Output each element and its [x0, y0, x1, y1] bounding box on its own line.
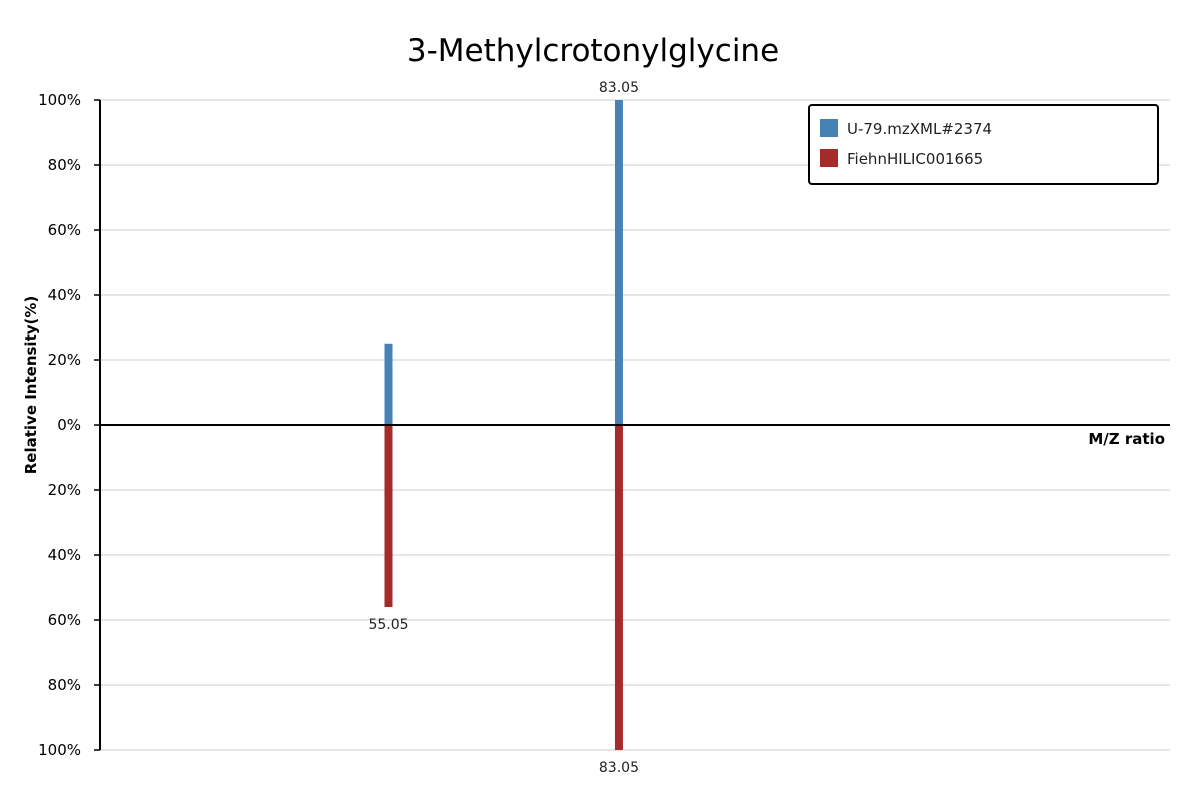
- y-tick-label: 100%: [38, 91, 81, 109]
- legend-swatch: [820, 119, 838, 137]
- peak-label: 83.05: [599, 760, 639, 776]
- peak-bar-lower: [384, 425, 393, 607]
- peak-labels: 83.05 55.05 83.05: [368, 80, 639, 776]
- peak-bar-lower: [614, 425, 623, 750]
- legend-box: [808, 104, 1159, 185]
- y-tick-label: 80%: [48, 676, 81, 694]
- peak-bars: [384, 100, 623, 750]
- chart-title: 3-Methylcrotonylglycine: [407, 33, 779, 69]
- legend-entry: FiehnHILIC001665: [847, 150, 983, 168]
- legend: U-79.mzXML#2374 FiehnHILIC001665: [808, 104, 1159, 185]
- legend-swatch: [820, 149, 838, 167]
- grid-lines: [100, 99, 1170, 751]
- peak-bar-upper: [614, 100, 623, 425]
- y-tick-label: 60%: [48, 221, 81, 239]
- peak-label: 83.05: [599, 80, 639, 96]
- y-tick-label: 80%: [48, 156, 81, 174]
- y-tick-label: 100%: [38, 741, 81, 759]
- y-axis-label: Relative Intensity(%): [22, 296, 40, 475]
- y-tick-label: 0%: [57, 416, 81, 434]
- peak-label: 55.05: [368, 617, 408, 633]
- axes: [94, 99, 1170, 751]
- y-tick-label: 20%: [48, 481, 81, 499]
- y-tick-label: 40%: [48, 286, 81, 304]
- y-tick-labels: 100% 80% 60% 40% 20% 0% 20% 40% 60% 80% 100%: [38, 91, 81, 759]
- y-tick-label: 20%: [48, 351, 81, 369]
- y-tick-label: 40%: [48, 546, 81, 564]
- legend-entry: U-79.mzXML#2374: [847, 120, 992, 138]
- peak-bar-upper: [384, 343, 393, 425]
- x-axis-label: M/Z ratio: [1088, 430, 1165, 448]
- y-tick-label: 60%: [48, 611, 81, 629]
